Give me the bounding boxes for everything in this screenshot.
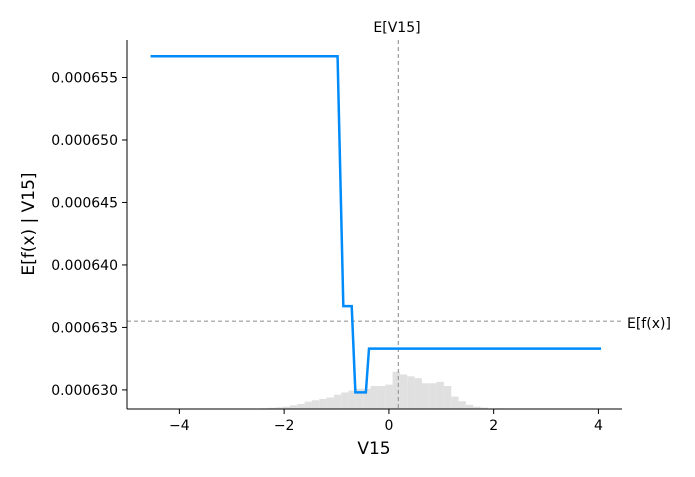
x-tick-label: 2 (489, 418, 498, 434)
x-axis-ticks: −4 −2 0 2 4 (169, 409, 603, 434)
histogram-bar (465, 404, 474, 409)
histogram-bar (429, 383, 437, 409)
histogram-bar (414, 378, 422, 409)
y-tick-label: 0.000655 (51, 70, 118, 86)
histogram-bar (275, 407, 283, 409)
histogram-bar (348, 390, 356, 409)
histogram-bar (451, 396, 459, 409)
histogram-bar (421, 383, 430, 409)
histogram-bar (297, 403, 305, 409)
y-tick-label: 0.000640 (51, 258, 118, 274)
x-tick-label: −4 (169, 418, 190, 434)
histogram-bar (304, 401, 312, 409)
x-tick-label: 4 (594, 418, 603, 434)
x-tick-label: −2 (274, 418, 295, 434)
expected-output-label: E[f(x)] (627, 316, 671, 332)
histogram-bar (436, 381, 444, 409)
histogram-bar (480, 407, 488, 409)
histogram-bar (341, 392, 349, 409)
histogram-bar (443, 386, 452, 409)
series-layer (150, 55, 602, 394)
y-tick-label: 0.000630 (51, 383, 118, 399)
histogram-bar (355, 388, 364, 409)
expected-feature-label: E[V15] (373, 20, 420, 36)
histogram-bar (363, 388, 371, 409)
histogram-bar (458, 401, 466, 409)
histogram-bar (311, 400, 320, 409)
histogram-bar (289, 405, 298, 409)
x-tick-label: 0 (384, 418, 393, 434)
histogram-bar (326, 397, 334, 409)
histogram-bar (333, 394, 342, 409)
axes (126, 40, 622, 410)
histogram (222, 371, 540, 409)
histogram-bar (282, 406, 290, 409)
y-axis-title: E[f(x) | V15] (19, 172, 39, 275)
histogram-bar (319, 398, 327, 409)
y-tick-label: 0.000645 (51, 195, 118, 211)
histogram-bar (267, 407, 276, 409)
reference-lines (127, 40, 622, 409)
y-axis-ticks: 0.000630 0.000635 0.000640 0.000645 0.000650… (51, 70, 127, 399)
partial-dependence-line (150, 55, 602, 394)
histogram-bar (370, 386, 378, 409)
histogram-bar (399, 374, 408, 409)
histogram-bar (473, 406, 481, 409)
x-axis-title: V15 (357, 439, 390, 459)
y-tick-label: 0.000650 (51, 133, 118, 149)
histogram-bar (392, 371, 400, 409)
histogram-bar (407, 376, 415, 409)
histogram-bar (385, 384, 393, 409)
y-tick-label: 0.000635 (51, 320, 118, 336)
histogram-bar (377, 386, 386, 409)
